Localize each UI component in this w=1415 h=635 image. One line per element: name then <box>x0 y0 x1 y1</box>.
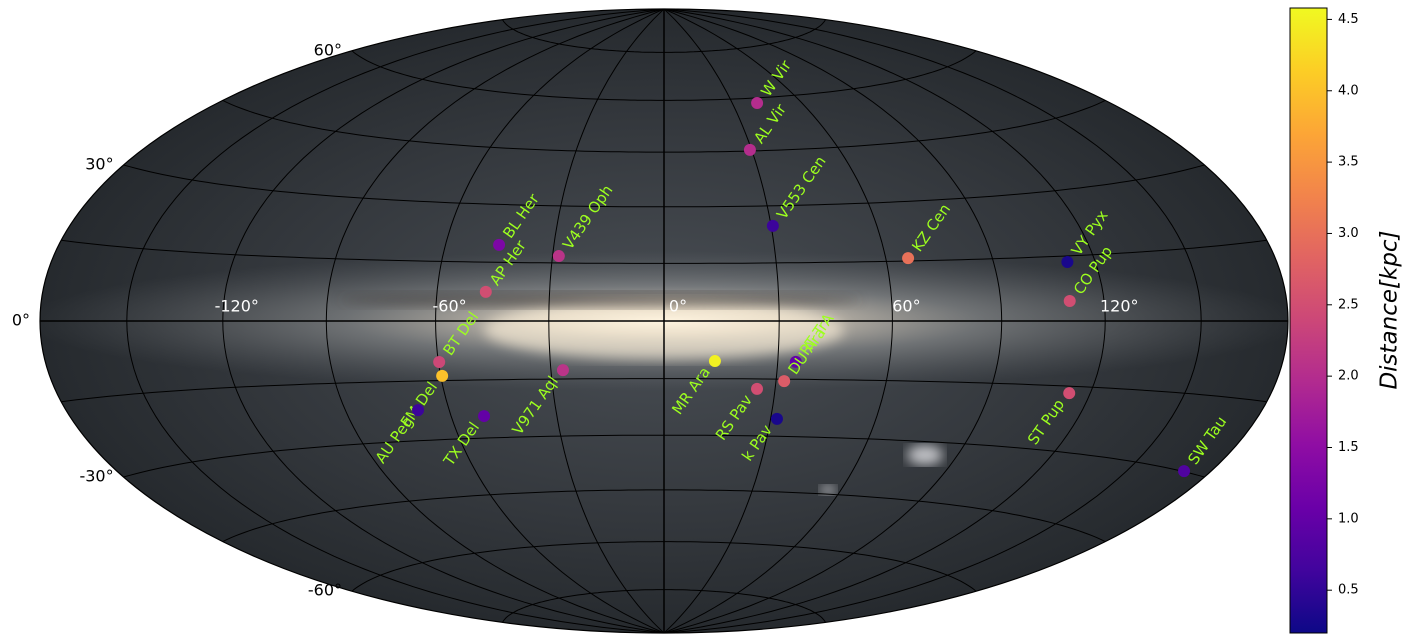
map-frame <box>39 8 1289 634</box>
star-point <box>433 355 446 368</box>
y-tick-label: 60° <box>314 40 342 59</box>
star-point <box>743 143 756 156</box>
star-point <box>766 219 779 232</box>
star-point <box>708 355 721 368</box>
x-tick-label: 60° <box>892 297 920 316</box>
star-point <box>751 382 764 395</box>
graticule-line <box>222 489 1106 543</box>
x-tick-label: -120° <box>215 297 259 316</box>
x-tick-label: -60° <box>433 297 467 316</box>
star-point <box>1178 465 1191 478</box>
colorbar-tick-label: 2.0 <box>1338 369 1359 384</box>
colorbar-tick-label: 4.0 <box>1338 83 1359 98</box>
colorbar-tick-label: 2.5 <box>1338 297 1359 312</box>
star-point <box>1061 256 1074 269</box>
star-point <box>751 97 764 110</box>
y-tick-label: 30° <box>85 155 113 174</box>
graticule-line <box>61 239 1267 264</box>
colorbar-tick-label: 3.5 <box>1338 155 1359 170</box>
star-point <box>902 252 915 265</box>
star-point <box>778 375 791 388</box>
graticule-line <box>222 99 1106 153</box>
graticule-line <box>502 589 826 623</box>
colorbar-title: Distance[kpc] <box>1377 230 1403 389</box>
star-point <box>789 355 802 368</box>
grid-line <box>123 434 1205 478</box>
grid-line <box>123 164 1205 208</box>
star-point <box>556 364 569 377</box>
graticule-line <box>61 378 1267 403</box>
x-tick-label: 0° <box>669 297 687 316</box>
axis-labels: -120° -60° 0° 60° 120° -60° -30° 0° 30° 60° <box>12 40 1139 599</box>
star-point <box>770 412 783 425</box>
graticule <box>40 8 1288 634</box>
y-tick-label: -60° <box>308 581 342 600</box>
star-point <box>1063 387 1076 400</box>
x-tick-label: 120° <box>1100 297 1139 316</box>
star-point <box>412 404 425 417</box>
grid-line <box>351 50 977 101</box>
grid-line <box>351 541 977 592</box>
graticule-line <box>502 19 826 53</box>
colorbar-tick-label: 3.0 <box>1338 226 1359 241</box>
colorbar-tick-label: 0.5 <box>1338 583 1359 598</box>
star-point <box>478 410 491 423</box>
star-point <box>493 238 506 251</box>
y-tick-label: -30° <box>79 467 113 486</box>
colorbar-tick-label: 1.5 <box>1338 440 1359 455</box>
star-point <box>552 250 565 263</box>
colorbar: Distance[kpc] 0.5 1.0 1.5 2.0 2.5 3.0 3.5 4.0 4.… <box>1289 7 1403 634</box>
star-point <box>1063 295 1076 308</box>
star-point <box>479 285 492 298</box>
colorbar-scale <box>1289 7 1328 634</box>
colorbar-tick-label: 1.0 <box>1338 511 1359 526</box>
y-tick-label: 0° <box>12 311 30 330</box>
star-point <box>436 369 449 382</box>
colorbar-tick-label: 4.5 <box>1338 12 1359 27</box>
